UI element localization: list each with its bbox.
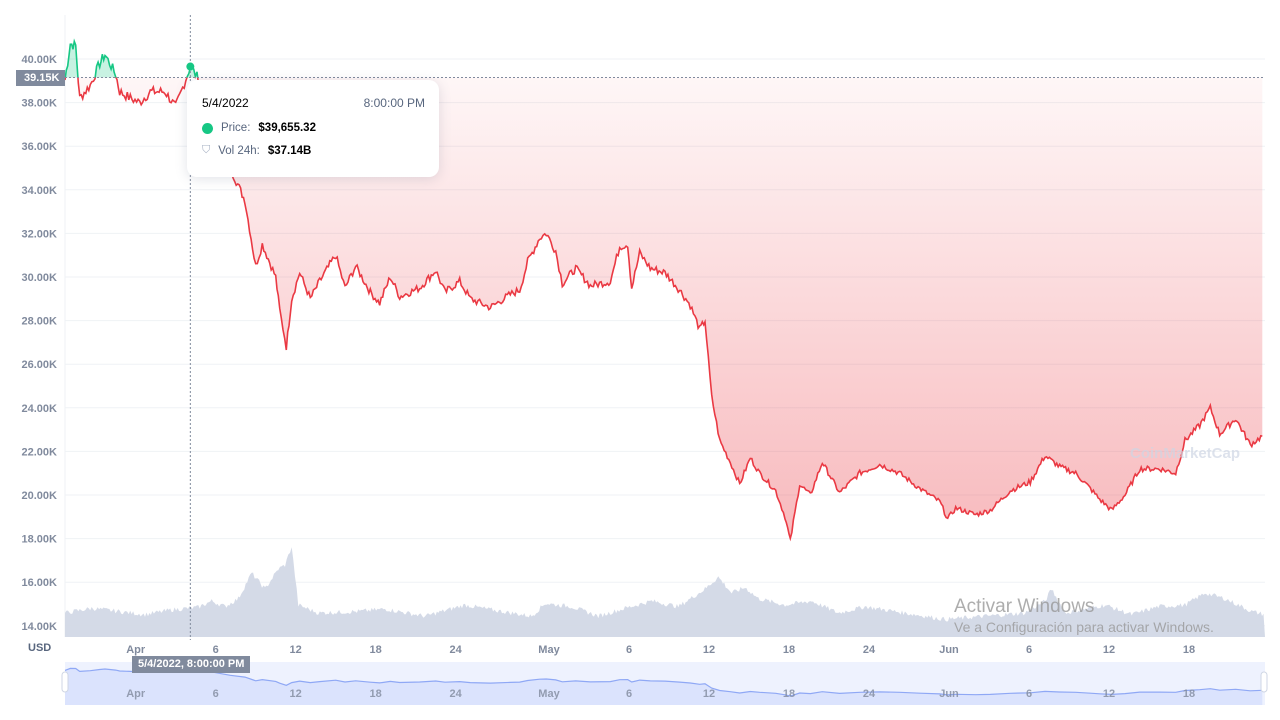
windows-activation-title: Activar Windows [954, 596, 1095, 617]
minimap-tick-label: 18 [783, 688, 795, 700]
tooltip-date: 5/4/2022 [202, 96, 249, 110]
x-tick-label: 18 [370, 644, 382, 656]
minimap-tick-label: 6 [1026, 688, 1032, 700]
tooltip-vol-value: $37.14B [267, 144, 312, 157]
minimap-tick-label: 18 [370, 688, 382, 700]
y-tick-label: 26.00K [22, 359, 58, 371]
tooltip-price-value: $39,655.32 [258, 122, 316, 134]
x-tick-label: 24 [450, 644, 463, 656]
y-tick-label: 32.00K [22, 228, 58, 240]
minimap-tick-label: May [538, 688, 560, 700]
minimap-tick-label: 6 [213, 688, 219, 700]
x-tick-label: May [538, 644, 560, 656]
minimap-tick-label: 18 [1183, 688, 1195, 700]
x-tick-label: 12 [1103, 644, 1115, 656]
x-tick-label: Apr [126, 644, 146, 656]
currency-label: USD [28, 642, 52, 654]
volume-shield-icon: ⛉ [202, 144, 211, 156]
x-tick-label: 12 [290, 644, 302, 656]
x-tick-label: 24 [863, 644, 876, 656]
tooltip-time: 8:00:00 PM [363, 96, 425, 110]
minimap-tick-label: 12 [1103, 688, 1115, 700]
windows-activation-subtitle: Ve a Configuración para activar Windows. [954, 619, 1214, 635]
minimap-handle-left[interactable] [61, 671, 69, 693]
crosshair-date-badge: 5/4/2022, 8:00:00 PM [132, 656, 251, 673]
y-tick-label: 34.00K [22, 185, 58, 197]
price-tooltip: 5/4/2022 8:00:00 PM Price: $39,655.32 ⛉ Vo… [187, 80, 439, 177]
y-tick-label: 36.00K [22, 141, 58, 153]
price-line-down [64, 77, 1263, 542]
minimap-tick-label: Apr [126, 688, 146, 700]
minimap-tick-label: 24 [450, 688, 463, 700]
y-tick-label: 22.00K [22, 446, 58, 458]
y-tick-label: 24.00K [22, 403, 58, 415]
x-tick-label: 18 [1183, 644, 1195, 656]
minimap-tick-label: Jun [939, 688, 959, 700]
tooltip-price-label: Price: [221, 122, 251, 134]
x-tick-label: 18 [783, 644, 795, 656]
y-tick-label: 18.00K [22, 534, 58, 546]
y-tick-label: 30.00K [22, 272, 58, 284]
minimap-handle-right[interactable] [1260, 671, 1268, 693]
y-tick-label: 40.00K [22, 54, 58, 66]
x-tick-label: 6 [1026, 644, 1032, 656]
price-area-down [65, 77, 1263, 539]
price-dot-icon [202, 122, 213, 134]
y-tick-label: 14.00K [22, 621, 58, 633]
y-tick-label: 20.00K [22, 490, 58, 502]
brand-watermark: CoinMarketCap [1130, 445, 1241, 462]
y-tick-label: 38.00K [22, 98, 58, 110]
hover-point [186, 62, 195, 71]
tooltip-vol-label: Vol 24h: [218, 144, 260, 157]
minimap-tick-label: 12 [290, 688, 302, 700]
minimap-tick-label: 24 [863, 688, 876, 700]
minimap-area [65, 668, 1263, 705]
minimap-tick-label: 12 [703, 688, 715, 700]
minimap-tick-label: 6 [626, 688, 632, 700]
price-area-up [65, 41, 198, 78]
volume-area [65, 547, 1265, 637]
y-tick-label: 28.00K [22, 316, 58, 328]
x-tick-label: 6 [626, 644, 632, 656]
x-tick-label: 12 [703, 644, 715, 656]
x-tick-label: 6 [213, 644, 219, 656]
y-tick-label: 16.00K [22, 577, 58, 589]
x-tick-label: Jun [939, 644, 959, 656]
baseline-price-badge: 39.15K [16, 70, 66, 86]
